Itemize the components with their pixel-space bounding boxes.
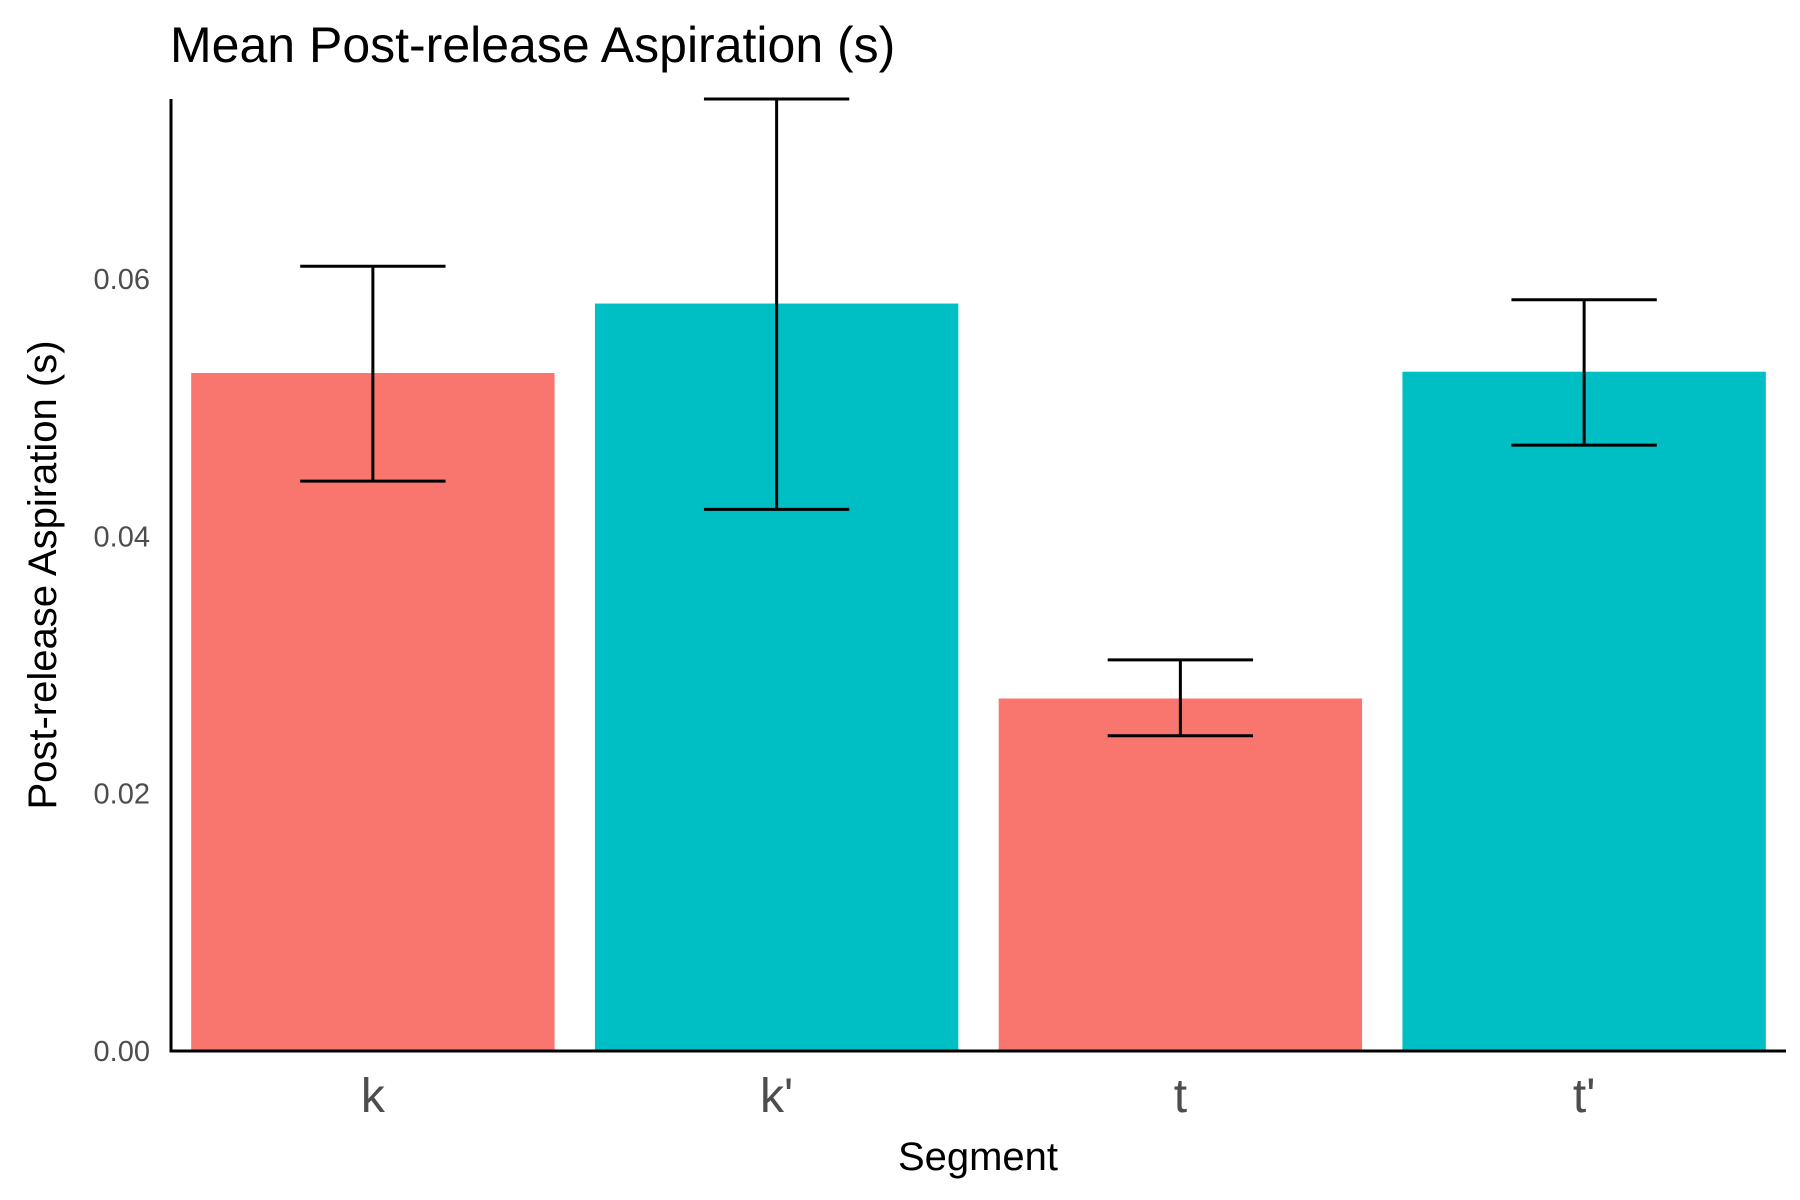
y-tick-label: 0.02: [94, 779, 150, 811]
x-tick-label: t: [1174, 1070, 1187, 1123]
chart-title: Mean Post-release Aspiration (s): [170, 17, 895, 73]
bar-4: [1402, 371, 1766, 1052]
bars-layer: [191, 303, 1766, 1052]
bar-3: [998, 698, 1363, 1051]
y-tick-label: 0.00: [94, 1036, 150, 1068]
y-tick-label: 0.06: [94, 264, 150, 296]
bar-1: [191, 373, 555, 1051]
x-axis-label: Segment: [898, 1135, 1058, 1179]
x-tick-label: k': [760, 1070, 793, 1123]
x-ticks-layer: k k' t t': [361, 1070, 1596, 1123]
error-bar-1: [300, 264, 446, 483]
x-tick-label: k: [361, 1070, 386, 1123]
y-ticks-layer: 0.00 0.02 0.04 0.06: [94, 264, 150, 1068]
x-tick-label: t': [1573, 1070, 1596, 1123]
error-bars-layer: [300, 97, 1657, 738]
error-bar-4: [1511, 298, 1657, 447]
y-tick-label: 0.04: [94, 521, 150, 553]
error-bar-3: [1107, 658, 1254, 738]
error-bar-2: [703, 97, 850, 511]
y-axis-label: Post-release Aspiration (s): [21, 340, 65, 809]
